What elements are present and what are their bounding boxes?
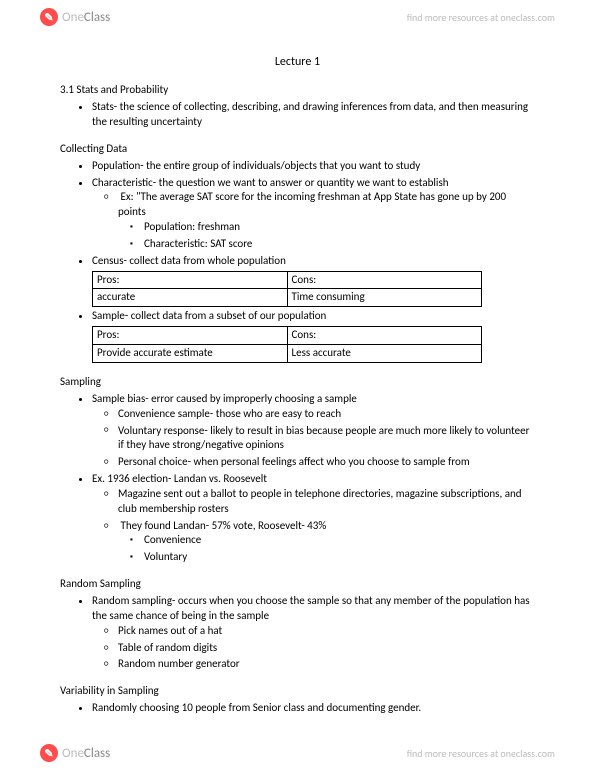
- characteristic-def: Characteristic- the question we want to …: [92, 176, 535, 252]
- census-pros-header: Pros:: [93, 271, 288, 289]
- footer-brand-one: One: [62, 746, 84, 761]
- personal-choice: Personal choice- when personal feelings …: [118, 455, 535, 470]
- section-heading-collecting: Collecting Data: [60, 142, 535, 155]
- document-body: Lecture 1 3.1 Stats and Probability Stat…: [0, 0, 595, 760]
- election-convenience: Convenience: [144, 533, 535, 548]
- sample-pros-header: Pros:: [93, 327, 288, 345]
- section-heading-random: Random Sampling: [60, 577, 535, 590]
- convenience-sample: Convenience sample- those who are easy t…: [118, 407, 535, 422]
- page-footer: ✎ OneClass find more resources at onecla…: [0, 736, 595, 770]
- brand-name-class: Class: [84, 10, 110, 25]
- method-rng: Random number generator: [118, 657, 535, 672]
- sample-item: Sample- collect data from a subset of ou…: [92, 309, 535, 363]
- method-hat: Pick names out of a hat: [118, 624, 535, 639]
- election-result-text: They found Landan- 57% vote, Roosevelt- …: [121, 519, 327, 532]
- sample-pros-value: Provide accurate estimate: [93, 344, 288, 362]
- census-label: Census- collect data from whole populati…: [92, 254, 286, 267]
- footer-tagline: find more resources at oneclass.com: [407, 747, 555, 760]
- characteristic-text: Characteristic- the question we want to …: [92, 176, 449, 189]
- election-label: Ex. 1936 election- Landan vs. Roosevelt: [92, 472, 267, 485]
- variability-item: Randomly choosing 10 people from Senior …: [92, 701, 535, 716]
- sample-bias-text: Sample bias- error caused by improperly …: [92, 392, 357, 405]
- section-heading-stats: 3.1 Stats and Probability: [60, 83, 535, 96]
- footer-brand-name: OneClass: [62, 746, 110, 761]
- page-header: ✎ OneClass find more resources at onecla…: [0, 0, 595, 34]
- census-item: Census- collect data from whole populati…: [92, 254, 535, 308]
- voluntary-response: Voluntary response- likely to result in …: [118, 424, 535, 454]
- sample-label: Sample- collect data from a subset of ou…: [92, 309, 326, 322]
- header-tagline: find more resources at oneclass.com: [407, 11, 555, 24]
- brand-logo: ✎ OneClass: [40, 8, 110, 26]
- sample-table: Pros: Cons: Provide accurate estimate Le…: [92, 326, 482, 363]
- example-text: Ex: "The average SAT score for the incom…: [118, 190, 506, 218]
- pencil-icon: ✎: [40, 744, 58, 762]
- election-example: Ex. 1936 election- Landan vs. Roosevelt …: [92, 472, 535, 565]
- brand-name: OneClass: [62, 10, 110, 25]
- election-voluntary: Voluntary: [144, 550, 535, 565]
- brand-name-one: One: [62, 10, 84, 25]
- census-cons-header: Cons:: [287, 271, 482, 289]
- population-def: Population- the entire group of individu…: [92, 159, 535, 174]
- stats-definition: Stats- the science of collecting, descri…: [92, 100, 535, 130]
- characteristic-example: Ex: "The average SAT score for the incom…: [118, 190, 535, 251]
- random-def-text: Random sampling- occurs when you choose …: [92, 594, 530, 622]
- election-result: They found Landan- 57% vote, Roosevelt- …: [118, 519, 535, 566]
- random-sampling-def: Random sampling- occurs when you choose …: [92, 594, 535, 672]
- census-pros-value: accurate: [93, 289, 288, 307]
- section-heading-sampling: Sampling: [60, 375, 535, 388]
- footer-brand-class: Class: [84, 746, 110, 761]
- lecture-title: Lecture 1: [60, 55, 535, 69]
- footer-brand-logo: ✎ OneClass: [40, 744, 110, 762]
- sample-cons-header: Cons:: [287, 327, 482, 345]
- sample-bias-item: Sample bias- error caused by improperly …: [92, 392, 535, 470]
- section-heading-variability: Variability in Sampling: [60, 684, 535, 697]
- census-table: Pros: Cons: accurate Time consuming: [92, 271, 482, 308]
- census-cons-value: Time consuming: [287, 289, 482, 307]
- example-characteristic: Characteristic: SAT score: [144, 237, 535, 252]
- sample-cons-value: Less accurate: [287, 344, 482, 362]
- method-table: Table of random digits: [118, 641, 535, 656]
- pencil-icon: ✎: [40, 8, 58, 26]
- election-magazine: Magazine sent out a ballot to people in …: [118, 487, 535, 517]
- example-population: Population: freshman: [144, 220, 535, 235]
